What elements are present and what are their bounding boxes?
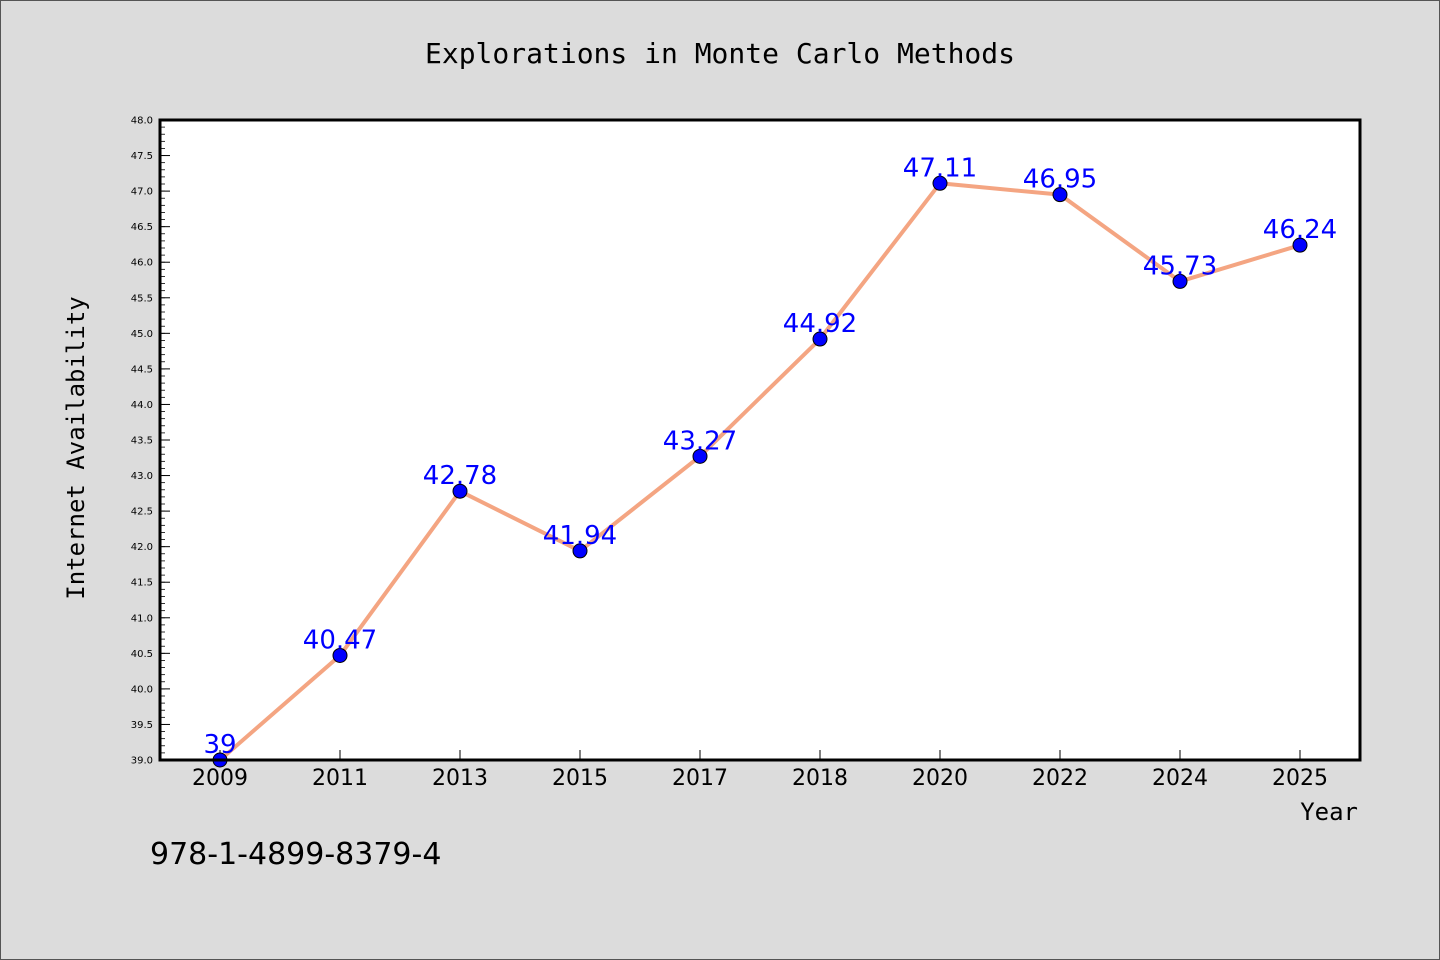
y-tick-label: 39.0 bbox=[131, 756, 153, 767]
data-label: 46.95 bbox=[1023, 165, 1097, 195]
x-tick-label: 2011 bbox=[312, 766, 368, 791]
y-axis: 39.0 39.5 40.0 40.5 41.0 41.5 42.0 42.5 43.0 43.5… bbox=[131, 116, 170, 767]
x-tick-label: 2018 bbox=[792, 766, 848, 791]
x-tick-label: 2017 bbox=[672, 766, 728, 791]
x-tick-label: 2024 bbox=[1152, 766, 1208, 791]
data-point bbox=[1172, 273, 1188, 289]
x-tick-label: 2025 bbox=[1272, 766, 1328, 791]
y-tick-label: 47.0 bbox=[131, 187, 153, 198]
x-axis-label: Year bbox=[1300, 798, 1358, 826]
data-label: 39 bbox=[203, 730, 236, 760]
data-point bbox=[1292, 237, 1308, 253]
data-point bbox=[572, 543, 588, 559]
data-label: 41.94 bbox=[543, 521, 617, 551]
data-label: 45.73 bbox=[1143, 251, 1217, 281]
data-point bbox=[932, 175, 948, 191]
y-tick-label: 46.5 bbox=[131, 222, 153, 233]
data-point bbox=[452, 483, 468, 499]
y-tick-label: 39.5 bbox=[131, 720, 153, 731]
y-tick-label: 45.0 bbox=[131, 329, 153, 340]
x-tick-label: 2009 bbox=[192, 766, 248, 791]
x-tick-label: 2015 bbox=[552, 766, 608, 791]
data-point bbox=[812, 331, 828, 347]
y-tick-label: 43.5 bbox=[131, 436, 153, 447]
data-point bbox=[1052, 187, 1068, 203]
data-point bbox=[692, 448, 708, 464]
data-label: 40.47 bbox=[303, 625, 377, 655]
y-tick-label: 47.5 bbox=[131, 151, 153, 162]
data-label: 44.92 bbox=[783, 309, 857, 339]
footer-isbn-text: 978-1-4899-8379-4 bbox=[150, 837, 441, 872]
chart-title: Explorations in Monte Carlo Methods bbox=[425, 37, 1015, 70]
y-tick-label: 41.5 bbox=[131, 578, 153, 589]
x-tick-label: 2013 bbox=[432, 766, 488, 791]
y-tick-label: 45.5 bbox=[131, 293, 153, 304]
marker-layer bbox=[212, 175, 1308, 768]
y-tick-label: 48.0 bbox=[131, 116, 153, 127]
plot-area bbox=[160, 120, 1360, 760]
y-tick-label: 41.0 bbox=[131, 613, 153, 624]
y-axis-label: Internet Availability bbox=[62, 296, 90, 599]
y-tick-label: 44.0 bbox=[131, 400, 153, 411]
data-label: 47.11 bbox=[903, 153, 977, 183]
y-tick-label: 42.5 bbox=[131, 507, 153, 518]
data-label: 42.78 bbox=[423, 461, 497, 491]
y-tick-label: 42.0 bbox=[131, 542, 153, 553]
y-tick-label: 40.5 bbox=[131, 649, 153, 660]
y-tick-label: 44.5 bbox=[131, 364, 153, 375]
data-point bbox=[332, 647, 348, 663]
x-tick-label: 2022 bbox=[1032, 766, 1088, 791]
series-line-layer bbox=[218, 181, 1302, 762]
data-label: 43.27 bbox=[663, 426, 737, 456]
y-tick-label: 40.0 bbox=[131, 684, 153, 695]
data-label: 46.24 bbox=[1263, 215, 1337, 245]
y-tick-label: 46.0 bbox=[131, 258, 153, 269]
series-line bbox=[218, 181, 1302, 762]
data-label-layer: 39 40.47 42.78 41.94 43.27 44.92 47.11 46.95 45.… bbox=[203, 153, 1337, 760]
x-axis: 2009 2011 2013 2015 2017 2018 2020 2022 2024 2025 bbox=[192, 750, 1328, 791]
plot-border bbox=[158, 118, 1362, 762]
x-tick-label: 2020 bbox=[912, 766, 968, 791]
y-tick-label: 43.0 bbox=[131, 471, 153, 482]
